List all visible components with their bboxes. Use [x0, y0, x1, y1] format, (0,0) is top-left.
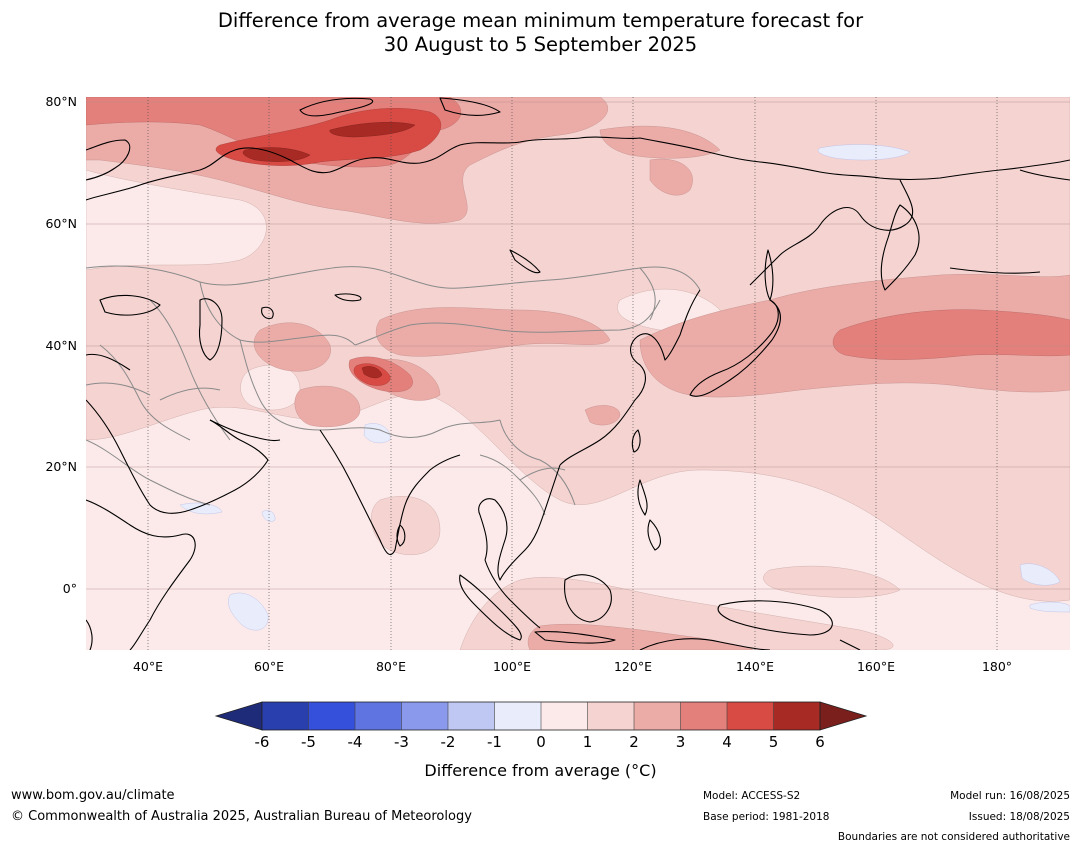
lon-label-100e: 100°E: [492, 659, 531, 674]
lon-label-180: 180°: [981, 659, 1013, 674]
lat-label-60n: 60°N: [45, 216, 77, 231]
country-borders: [86, 265, 701, 516]
colorbar-tick-label: -4: [347, 733, 363, 751]
lat-label-20n: 20°N: [45, 459, 77, 474]
colorbar-bin: [308, 702, 355, 730]
lat-label-40n: 40°N: [45, 338, 77, 353]
model-text: Model: ACCESS-S2: [703, 790, 801, 802]
colorbar-bin: [401, 702, 448, 730]
colorbar-tick-label: 0: [536, 733, 546, 751]
colorbar: [214, 701, 868, 731]
meridians: [147, 97, 998, 650]
colorbar-bin: [773, 702, 820, 730]
model-run-text: Model run: 16/08/2025: [950, 790, 1070, 802]
lat-label-0: 0°: [62, 581, 77, 596]
colorbar-bin: [541, 702, 588, 730]
lon-label-40e: 40°E: [132, 659, 164, 674]
colorbar-bin: [727, 702, 774, 730]
colorbar-label: Difference from average (°C): [424, 761, 657, 780]
title-line-1: Difference from average mean minimum tem…: [217, 9, 864, 32]
colorbar-tick-label: 1: [582, 733, 593, 751]
colorbar-bin: [587, 702, 634, 730]
website-link[interactable]: www.bom.gov.au/climate: [11, 788, 175, 803]
colorbar-tick-label: 4: [722, 733, 732, 751]
lon-label-160e: 160°E: [856, 659, 895, 674]
base-period-text: Base period: 1981-2018: [703, 811, 830, 823]
colorbar-over-arrow: [819, 701, 868, 731]
colorbar-bin: [355, 702, 402, 730]
colorbar-tick-label: -1: [487, 733, 502, 751]
colorbar-tick-label: -5: [301, 733, 316, 751]
copyright-text: © Commonwealth of Australia 2025, Austra…: [11, 809, 472, 824]
colorbar-under-arrow: [214, 701, 263, 731]
colorbar-tick-label: -2: [440, 733, 456, 751]
anomaly-field: [86, 97, 1070, 650]
colorbar-tick-label: -6: [254, 733, 270, 751]
lon-label-120e: 120°E: [613, 659, 652, 674]
colorbar-bin: [262, 702, 309, 730]
issued-text: Issued: 18/08/2025: [968, 811, 1070, 823]
colorbar-bin: [680, 702, 727, 730]
colorbar-tick-label: 2: [629, 733, 639, 751]
title-line-2: 30 August to 5 September 2025: [383, 33, 698, 56]
anomaly-band-1-2: [86, 97, 1070, 650]
colorbar-bin: [494, 702, 541, 730]
lat-label-80n: 80°N: [45, 94, 77, 109]
coastlines: [86, 97, 1070, 650]
colorbar-tick-label: -3: [394, 733, 409, 751]
colorbar-tick-label: 6: [815, 733, 825, 751]
lon-label-60e: 60°E: [253, 659, 285, 674]
colorbar-bin: [448, 702, 495, 730]
colorbar-bin: [634, 702, 681, 730]
map-title: Difference from average mean minimum tem…: [0, 9, 1081, 57]
colorbar-tick-label: 3: [675, 733, 686, 751]
disclaimer-text: Boundaries are not considered authoritat…: [837, 831, 1070, 843]
lon-label-80e: 80°E: [375, 659, 407, 674]
colorbar-tick-label: 5: [768, 733, 779, 751]
lon-label-140e: 140°E: [735, 659, 774, 674]
